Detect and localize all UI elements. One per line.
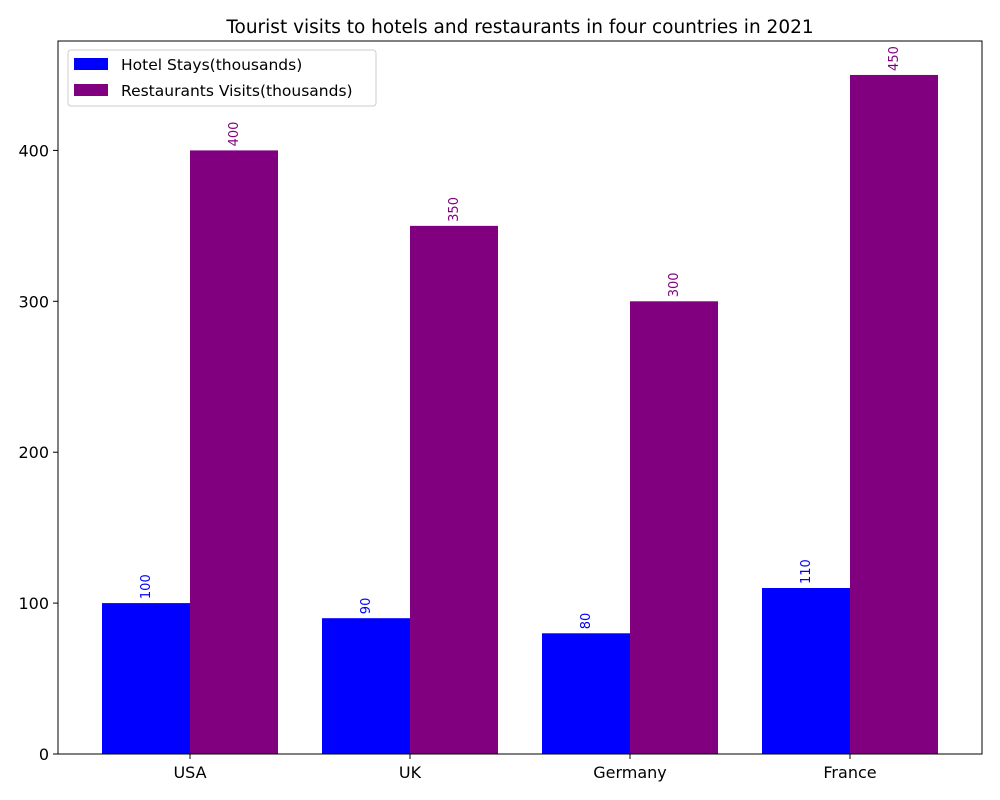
y-tick-label: 200 — [18, 443, 49, 462]
data-label-restaurant-germany: 300 — [667, 272, 682, 297]
legend-label-restaurant: Restaurants Visits(thousands) — [121, 82, 353, 100]
x-axis: USA UK Germany France — [173, 754, 877, 782]
y-tick-label: 400 — [18, 141, 49, 160]
bar-restaurant-france — [850, 74, 938, 754]
plot-area: 100 90 80 110 400 350 300 450 0 100 200 300 400 USA… — [18, 40, 983, 782]
data-label-restaurant-uk: 350 — [447, 197, 462, 222]
legend-swatch-restaurant — [74, 84, 108, 96]
y-tick-label: 0 — [39, 745, 49, 764]
bar-hotel-france — [762, 588, 850, 754]
data-labels-group: 100 90 80 110 400 350 300 450 — [139, 46, 902, 629]
legend-entry-restaurant: Restaurants Visits(thousands) — [74, 82, 353, 100]
x-tick-label-uk: UK — [399, 763, 422, 782]
data-label-hotel-usa: 100 — [139, 574, 154, 599]
legend-entry-hotel: Hotel Stays(thousands) — [74, 56, 302, 74]
x-tick-label-germany: Germany — [593, 763, 667, 782]
bar-restaurant-germany — [630, 301, 718, 754]
bar-restaurant-usa — [190, 150, 278, 755]
bar-restaurant-uk — [410, 225, 498, 754]
x-tick-label-usa: USA — [173, 763, 206, 782]
bar-hotel-usa — [102, 603, 190, 754]
legend-swatch-hotel — [74, 58, 108, 70]
data-label-hotel-france: 110 — [799, 559, 814, 584]
bars-group — [102, 74, 938, 755]
chart-title: Tourist visits to hotels and restaurants… — [225, 17, 813, 38]
y-tick-label: 300 — [18, 292, 49, 311]
y-tick-label: 100 — [18, 594, 49, 613]
legend: Hotel Stays(thousands) Restaurants Visit… — [67, 49, 377, 107]
x-tick-label-france: France — [823, 763, 876, 782]
y-axis: 0 100 200 300 400 — [18, 141, 58, 764]
data-label-hotel-uk: 90 — [359, 598, 374, 615]
legend-label-hotel: Hotel Stays(thousands) — [121, 56, 302, 74]
data-label-restaurant-france: 450 — [887, 46, 902, 71]
data-label-hotel-germany: 80 — [579, 613, 594, 630]
legend-box — [67, 49, 377, 107]
bar-hotel-germany — [542, 633, 630, 754]
axes-frame — [57, 40, 983, 755]
bar-hotel-uk — [322, 618, 410, 754]
data-label-restaurant-usa: 400 — [227, 122, 242, 147]
